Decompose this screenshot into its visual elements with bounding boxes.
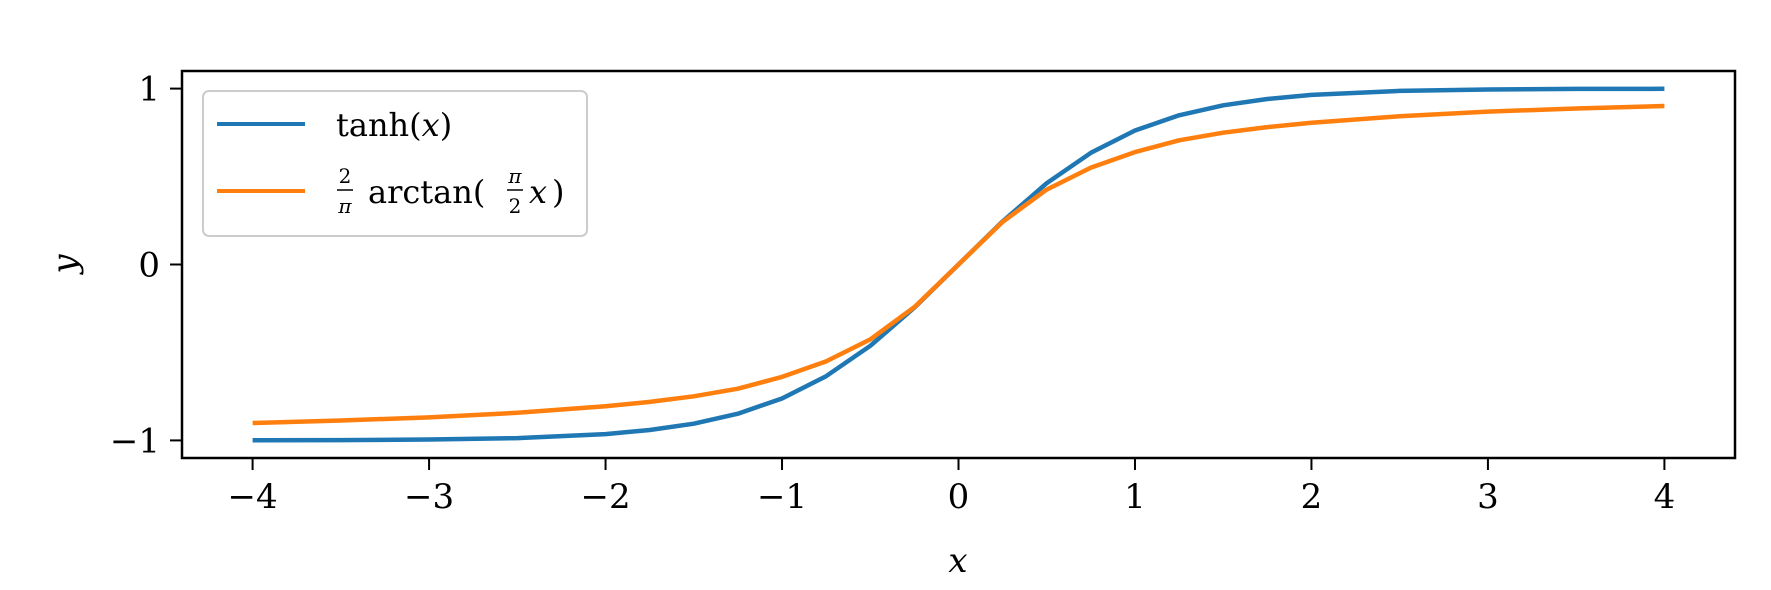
series-line-arctan <box>252 103 1665 426</box>
frac-pi-denominator: π <box>337 194 352 218</box>
frac-2-denominator: 2 <box>509 194 522 218</box>
x-tick-label: 2 <box>1301 477 1323 517</box>
y-tick-label: −1 <box>110 421 160 461</box>
arctan-text: arctan( <box>368 173 485 211</box>
y-axis-ticks: −1 0 1 <box>110 70 182 461</box>
arctan-variable: x <box>529 173 547 211</box>
frac-pi-numerator: π <box>507 164 522 188</box>
x-tick-label: 3 <box>1477 477 1499 517</box>
x-tick-label: 4 <box>1654 477 1676 517</box>
x-tick-label: −3 <box>404 477 454 517</box>
x-tick-label: −2 <box>580 477 630 517</box>
legend: tanh(x) 2 π arctan( π 2 x ) <box>202 90 588 237</box>
plot-lines <box>252 86 1665 443</box>
x-tick-label: −1 <box>757 477 807 517</box>
legend-box <box>202 90 588 237</box>
frac-2-numerator: 2 <box>339 164 352 188</box>
x-tick-label: −4 <box>228 477 278 517</box>
y-tick-label: 1 <box>138 70 160 110</box>
x-tick-label: 1 <box>1124 477 1146 517</box>
x-axis-ticks: −4 −3 −2 −1 0 1 2 3 4 <box>228 458 1676 517</box>
legend-label-tanh: tanh(x) <box>336 106 452 144</box>
x-tick-label: 0 <box>948 477 970 517</box>
y-tick-label: 0 <box>138 246 160 286</box>
y-axis-label: y <box>45 254 85 276</box>
legend-label-arctan: 2 π arctan( π 2 x ) <box>337 164 564 218</box>
arctan-close-paren: ) <box>552 173 564 211</box>
x-axis-label: x <box>948 541 967 581</box>
